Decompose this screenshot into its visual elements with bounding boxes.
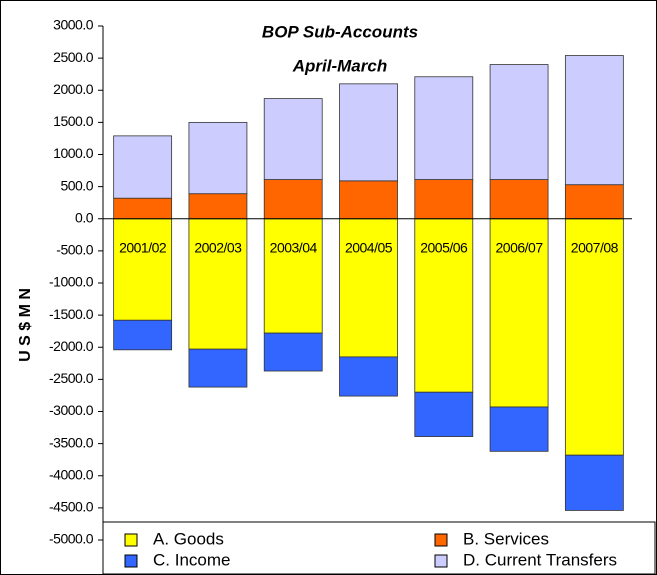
bar-segment — [414, 179, 474, 220]
x-tick-label: 2005/06 — [420, 239, 468, 255]
x-tick-label: 2006/07 — [496, 239, 544, 255]
y-tick-label: -3500.0 — [49, 434, 94, 450]
x-tick-label: 2003/04 — [270, 239, 318, 255]
bar-segment — [489, 64, 549, 180]
bar-segment — [339, 180, 398, 220]
bar-segment — [564, 454, 624, 511]
bar-segment — [489, 179, 549, 220]
bar-segment — [113, 218, 173, 321]
y-tick-label: 3000.0 — [53, 17, 94, 33]
y-tick-label: 1500.0 — [53, 113, 94, 129]
chart-title: BOP Sub-Accounts — [262, 22, 418, 41]
x-tick-label: 2002/03 — [194, 239, 242, 255]
legend-swatch — [124, 554, 138, 568]
legend-swatch — [434, 554, 448, 568]
bar-segment — [414, 76, 474, 180]
legend-label: B. Services — [463, 529, 549, 548]
bar-segment — [113, 197, 173, 220]
bar-segment — [263, 98, 323, 180]
legend — [102, 521, 656, 575]
bar-segment — [339, 356, 398, 397]
y-axis-label: U S $ M N — [17, 288, 34, 362]
bar-segment — [188, 121, 248, 195]
y-tick-label: -2000.0 — [49, 338, 94, 354]
x-tick-label: 2007/08 — [571, 239, 619, 255]
y-tick-label: -5000.0 — [49, 531, 94, 547]
bar-segment — [564, 218, 624, 456]
y-tick-label: -4000.0 — [49, 466, 94, 482]
x-tick-label: 2001/02 — [119, 239, 167, 255]
legend-label: C. Income — [153, 550, 230, 569]
bar-segment — [339, 83, 398, 182]
y-tick-label: 2500.0 — [53, 49, 94, 65]
bar-segment — [188, 348, 248, 388]
y-tick-label: -1500.0 — [49, 306, 94, 322]
bar-segment — [263, 218, 323, 334]
y-tick-label: 500.0 — [60, 177, 93, 193]
bar-segment — [263, 332, 323, 372]
chart-subtitle: April-March — [292, 56, 387, 75]
bar-segment — [263, 179, 323, 220]
legend-swatch — [434, 533, 448, 547]
x-tick-label: 2004/05 — [345, 239, 393, 255]
y-tick-label: 0.0 — [75, 209, 94, 225]
bar-segment — [188, 218, 248, 350]
bar-segment — [188, 193, 248, 220]
y-tick-label: -3000.0 — [49, 402, 94, 418]
legend-label: D. Current Transfers — [463, 550, 617, 569]
bar-segment — [489, 406, 549, 452]
bar-segment — [113, 135, 173, 199]
bar-segment — [113, 319, 173, 351]
bar-segment — [489, 218, 549, 408]
bar-segment — [564, 184, 624, 220]
legend-swatch — [124, 533, 138, 547]
y-tick-label: -1000.0 — [49, 274, 94, 290]
bar-segment — [564, 55, 624, 186]
y-tick-label: -4500.0 — [49, 499, 94, 515]
y-tick-label: -500.0 — [56, 242, 93, 258]
y-tick-label: 2000.0 — [53, 81, 94, 97]
legend-label: A. Goods — [153, 529, 224, 548]
bar-segment — [414, 391, 474, 437]
y-tick-label: -2500.0 — [49, 370, 94, 386]
y-tick-label: 1000.0 — [53, 145, 94, 161]
